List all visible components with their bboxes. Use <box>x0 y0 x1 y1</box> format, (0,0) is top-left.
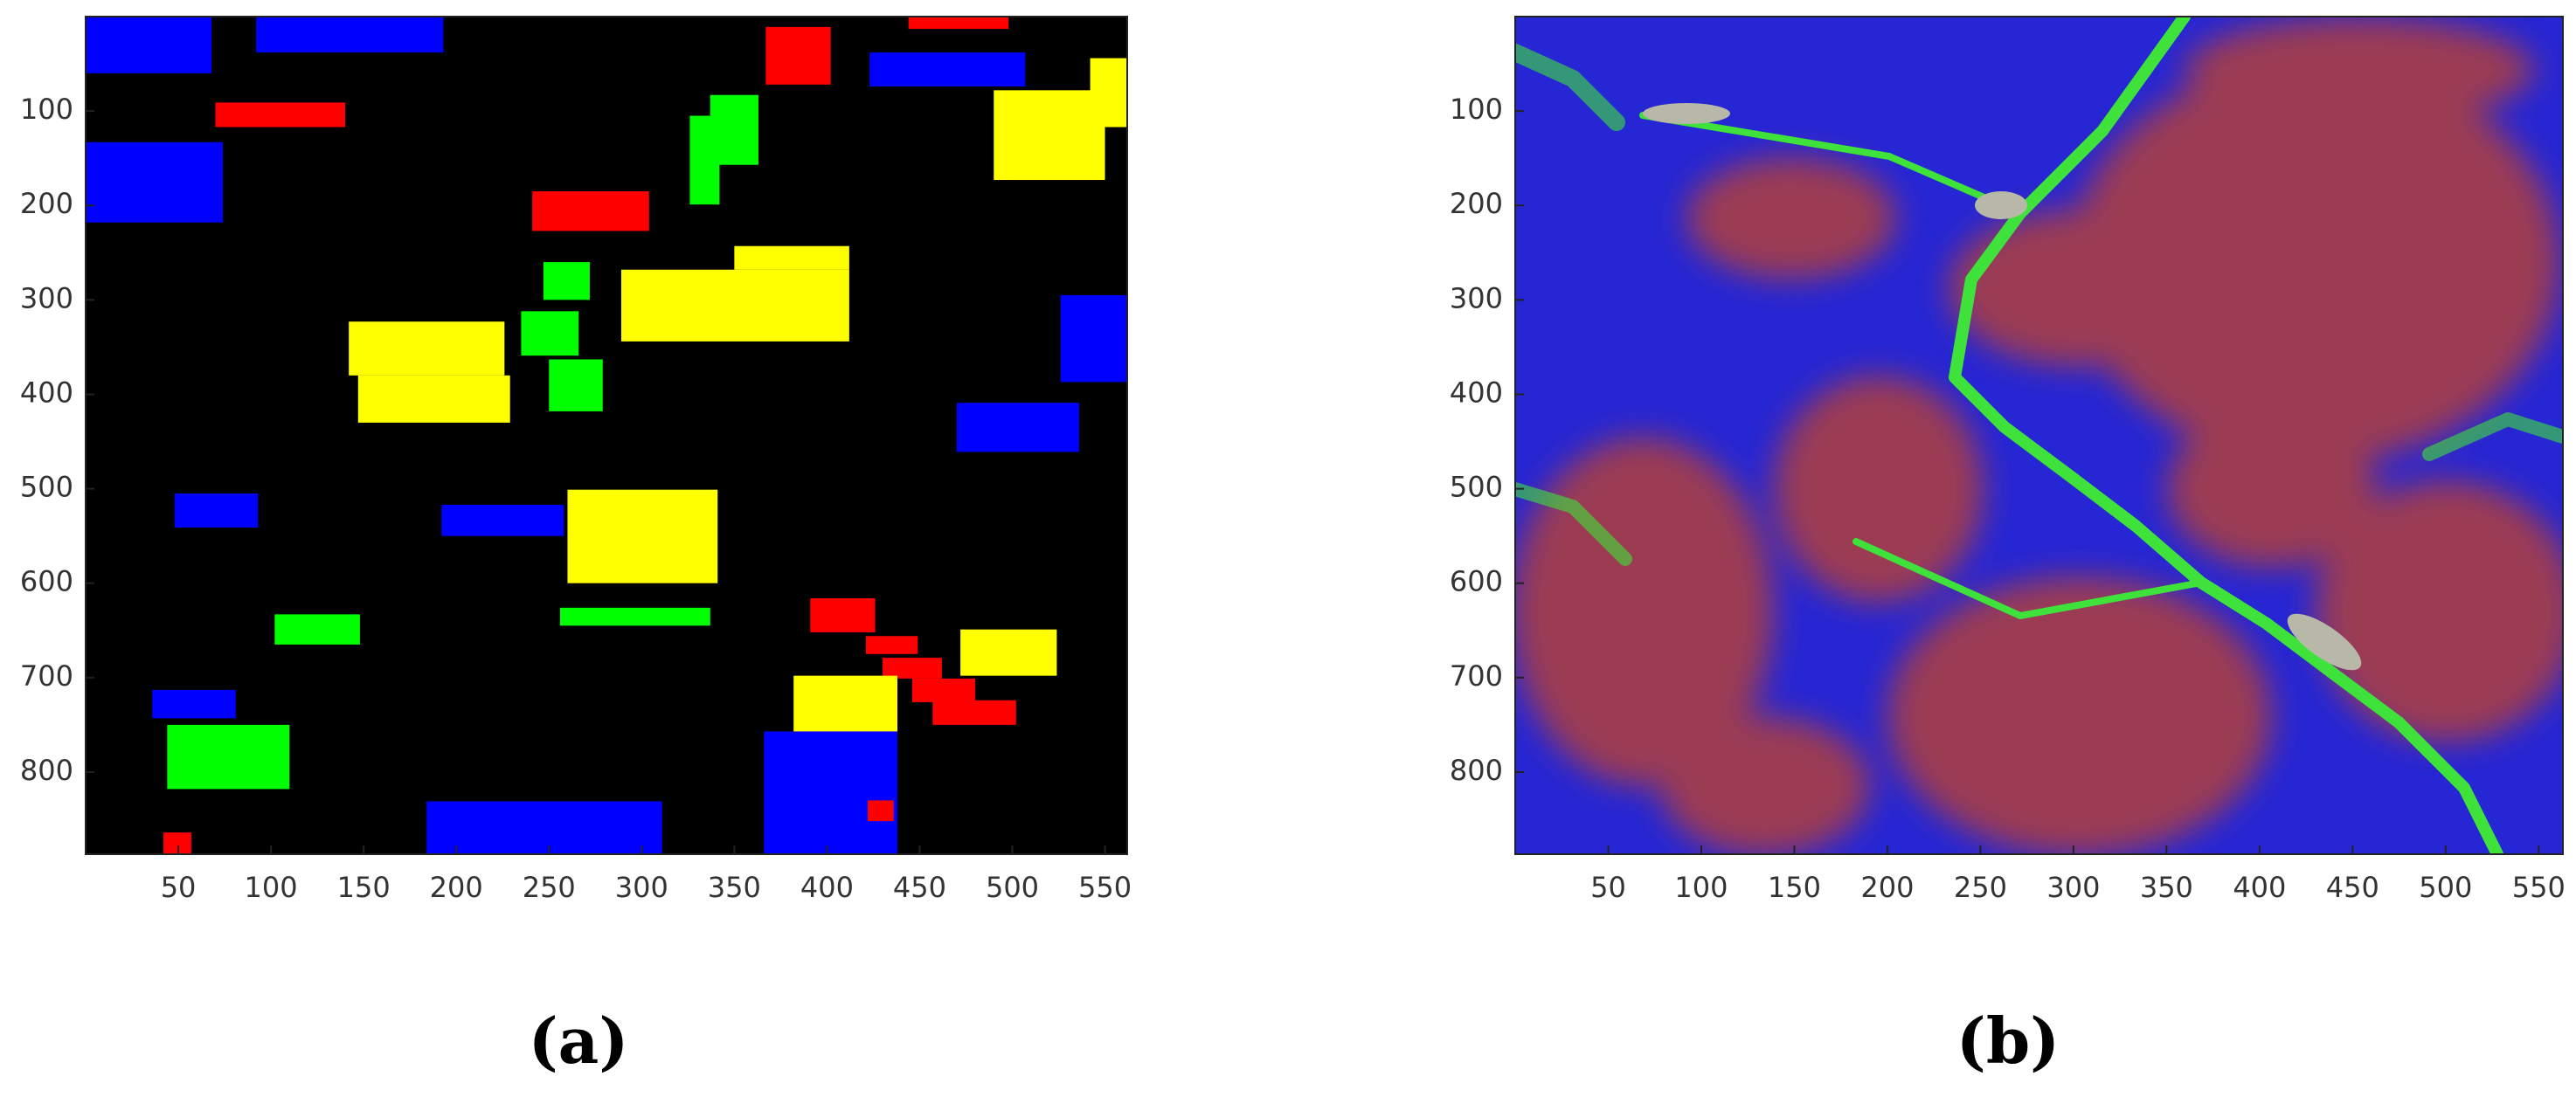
class-region <box>868 800 894 822</box>
class-region <box>215 102 345 128</box>
class-region <box>764 731 897 854</box>
y-tick-label: 100 <box>1450 93 1503 126</box>
class-region <box>559 607 710 626</box>
class-region <box>357 375 510 423</box>
class-region <box>810 598 876 632</box>
y-tick-label: 800 <box>20 754 73 787</box>
class-region <box>994 90 1105 181</box>
class-region <box>152 689 236 719</box>
class-region <box>256 17 444 53</box>
class-region <box>956 403 1079 452</box>
false-color-image <box>1515 17 2563 854</box>
x-tick-label: 450 <box>2326 871 2379 904</box>
x-tick-label: 300 <box>615 871 668 904</box>
x-tick-label: 250 <box>523 871 576 904</box>
y-tick-label: 600 <box>20 565 73 598</box>
x-tick-label: 350 <box>708 871 761 904</box>
class-region <box>960 629 1057 676</box>
y-tick-label: 100 <box>20 93 73 126</box>
class-region <box>734 245 849 270</box>
y-tick-label: 300 <box>1450 281 1503 314</box>
class-region <box>883 658 942 679</box>
class-region <box>174 493 259 528</box>
class-region <box>620 269 849 342</box>
y-tick-label: 700 <box>1450 659 1503 693</box>
x-tick-label: 250 <box>1954 871 2007 904</box>
class-region <box>543 262 590 300</box>
class-region <box>765 26 831 85</box>
class-region <box>1060 294 1127 383</box>
x-tick-label: 550 <box>1078 871 1132 904</box>
x-tick-label: 500 <box>2419 871 2472 904</box>
class-region <box>163 832 191 854</box>
y-tick-label: 400 <box>20 376 73 409</box>
y-tick-label: 600 <box>1450 565 1503 598</box>
class-region <box>274 614 360 645</box>
x-tick-label: 300 <box>2046 871 2100 904</box>
class-region <box>549 359 603 411</box>
x-tick-label: 50 <box>161 871 197 904</box>
class-region <box>167 724 290 790</box>
x-tick-label: 150 <box>337 871 391 904</box>
x-tick-label: 100 <box>245 871 298 904</box>
class-region <box>532 191 649 231</box>
x-tick-label: 400 <box>2233 871 2286 904</box>
class-region <box>710 94 758 165</box>
x-tick-label: 500 <box>986 871 1039 904</box>
class-region <box>426 801 662 854</box>
y-tick-label: 300 <box>20 281 73 314</box>
y-tick-label: 200 <box>20 187 73 220</box>
class-region <box>441 504 564 536</box>
x-tick-label: 550 <box>2512 871 2566 904</box>
x-tick-label: 150 <box>1768 871 1821 904</box>
x-tick-label: 100 <box>1674 871 1728 904</box>
class-region <box>567 489 718 583</box>
x-tick-label: 50 <box>1590 871 1626 904</box>
class-region <box>349 321 505 376</box>
y-tick-label: 200 <box>1450 187 1503 220</box>
class-region <box>86 141 223 223</box>
class-region <box>908 17 1009 30</box>
axes-frame <box>85 16 1128 855</box>
panel-label: (a) <box>529 1004 629 1078</box>
class-region <box>911 678 976 702</box>
x-tick-label: 350 <box>2140 871 2193 904</box>
class-region <box>932 700 1016 725</box>
class-region <box>865 636 918 654</box>
y-tick-label: 500 <box>20 471 73 504</box>
y-tick-label: 500 <box>1450 471 1503 504</box>
y-tick-label: 400 <box>1450 376 1503 409</box>
y-tick-label: 700 <box>20 659 73 693</box>
class-region <box>869 52 1026 87</box>
x-tick-label: 450 <box>893 871 946 904</box>
x-tick-label: 200 <box>430 871 483 904</box>
class-region <box>86 17 212 73</box>
class-region <box>793 675 897 740</box>
y-tick-label: 800 <box>1450 754 1503 787</box>
class-region <box>1090 58 1127 128</box>
axes-frame <box>1514 16 2564 855</box>
panel-label: (b) <box>1956 1004 2060 1078</box>
class-region <box>521 311 579 356</box>
x-tick-label: 200 <box>1860 871 1914 904</box>
x-tick-label: 400 <box>800 871 854 904</box>
